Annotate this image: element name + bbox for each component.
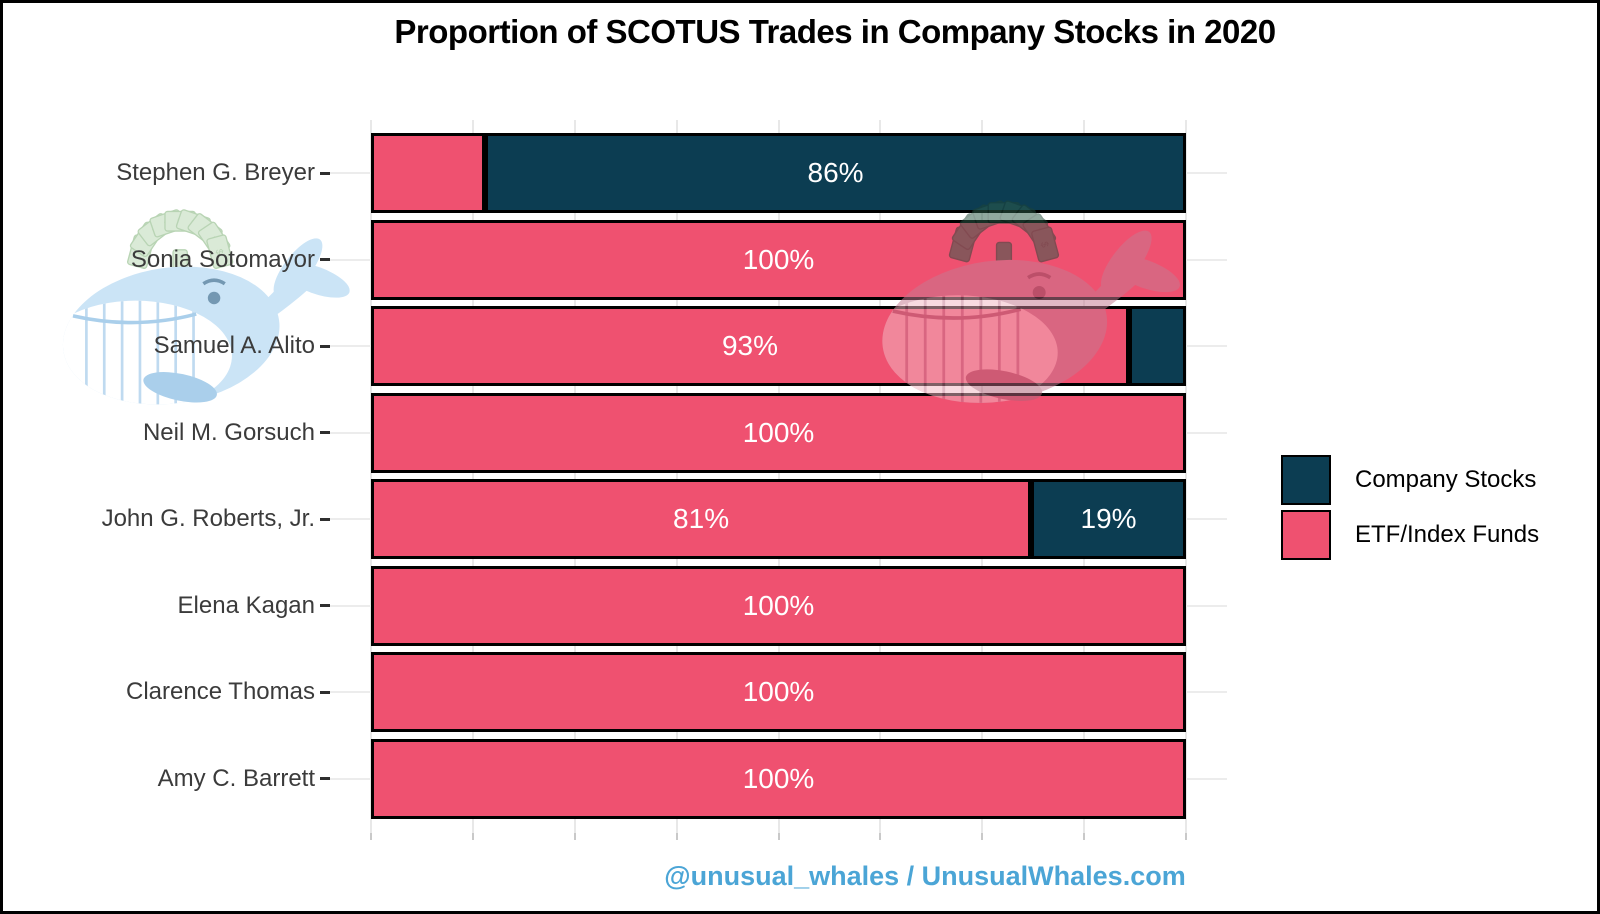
bar-row: 86% bbox=[371, 133, 1186, 213]
x-axis-tick bbox=[879, 833, 882, 840]
x-gridline bbox=[1083, 120, 1086, 833]
x-gridline bbox=[573, 120, 576, 833]
bar-value-label: 100% bbox=[742, 416, 815, 448]
category-label: Samuel A. Alito bbox=[153, 332, 315, 359]
x-axis-tick bbox=[573, 833, 576, 840]
y-axis-tick bbox=[320, 517, 330, 521]
category-label: Amy C. Barrett bbox=[157, 764, 315, 792]
y-axis-tick bbox=[320, 344, 330, 348]
legend-item: ETF/Index Funds bbox=[1281, 510, 1539, 560]
category-label: Sonia Sotomayor bbox=[130, 245, 315, 273]
x-gridline bbox=[777, 120, 780, 833]
legend-label: Company Stocks bbox=[1355, 466, 1537, 493]
bar-segment bbox=[1128, 306, 1186, 386]
y-axis-tick bbox=[320, 690, 330, 694]
x-gridline bbox=[675, 120, 678, 833]
y-axis-tick bbox=[320, 604, 330, 607]
x-axis-tick bbox=[1083, 833, 1086, 840]
bar-value-label: 100% bbox=[742, 589, 815, 621]
footer-attribution: @unusual_whales / UnusualWhales.com bbox=[664, 861, 1186, 891]
x-axis-tick bbox=[1185, 833, 1187, 840]
legend-swatch bbox=[1281, 510, 1331, 560]
x-axis-tick bbox=[471, 833, 474, 840]
x-axis-tick bbox=[981, 833, 984, 840]
bar-segment: 100% bbox=[371, 652, 1186, 732]
bar-segment bbox=[371, 133, 486, 213]
x-gridline bbox=[370, 120, 372, 833]
bar-segment: 81% bbox=[371, 479, 1032, 559]
legend-item: Company Stocks bbox=[1281, 455, 1539, 505]
category-label: Neil M. Gorsuch bbox=[142, 418, 315, 446]
bar-row: 100% bbox=[371, 738, 1186, 819]
legend-swatch bbox=[1281, 455, 1331, 505]
bar-segment: 100% bbox=[371, 392, 1186, 473]
bar-row: 93% bbox=[371, 306, 1186, 386]
bar-row: 100% bbox=[371, 392, 1186, 473]
legend-label: ETF/Index Funds bbox=[1355, 521, 1540, 548]
y-axis-tick bbox=[320, 431, 330, 434]
bar-value-label: 86% bbox=[807, 157, 864, 188]
y-axis-tick bbox=[320, 171, 330, 175]
category-label: Stephen G. Breyer bbox=[116, 159, 315, 186]
x-axis-tick bbox=[370, 833, 372, 840]
y-axis-tick bbox=[320, 777, 330, 780]
category-label: Clarence Thomas bbox=[126, 678, 315, 705]
bar-row: 81% 19% bbox=[371, 479, 1186, 559]
bar-segment: 100% bbox=[371, 565, 1186, 646]
bar-row: 100% bbox=[371, 565, 1186, 646]
bar-value-label: 100% bbox=[742, 243, 815, 275]
bar-segment: 19% bbox=[1031, 479, 1186, 559]
bar-segment: 86% bbox=[485, 133, 1186, 213]
x-gridline bbox=[1185, 120, 1187, 833]
category-label: Elena Kagan bbox=[177, 591, 315, 619]
bar-row: 100% bbox=[371, 219, 1186, 300]
bar-value-label: 100% bbox=[742, 762, 815, 794]
bar-value-label: 93% bbox=[721, 330, 778, 361]
x-axis-tick bbox=[777, 833, 780, 840]
bar-row: 100% bbox=[371, 652, 1186, 732]
x-gridline bbox=[471, 120, 474, 833]
bar-segment: 100% bbox=[371, 219, 1186, 300]
chart-title: Proportion of SCOTUS Trades in Company S… bbox=[394, 13, 1276, 50]
bar-value-label: 81% bbox=[673, 503, 730, 534]
bar-value-label: 19% bbox=[1080, 503, 1137, 534]
x-gridline bbox=[981, 120, 984, 833]
x-gridline bbox=[879, 120, 882, 833]
category-label: John G. Roberts, Jr. bbox=[101, 505, 315, 532]
bar-segment: 93% bbox=[371, 306, 1129, 386]
legend: Company Stocks ETF/Index Funds bbox=[1281, 455, 1539, 565]
bar-segment: 100% bbox=[371, 738, 1186, 819]
bar-value-label: 100% bbox=[742, 676, 815, 707]
x-axis-tick bbox=[675, 833, 678, 840]
y-axis-tick bbox=[320, 258, 330, 261]
